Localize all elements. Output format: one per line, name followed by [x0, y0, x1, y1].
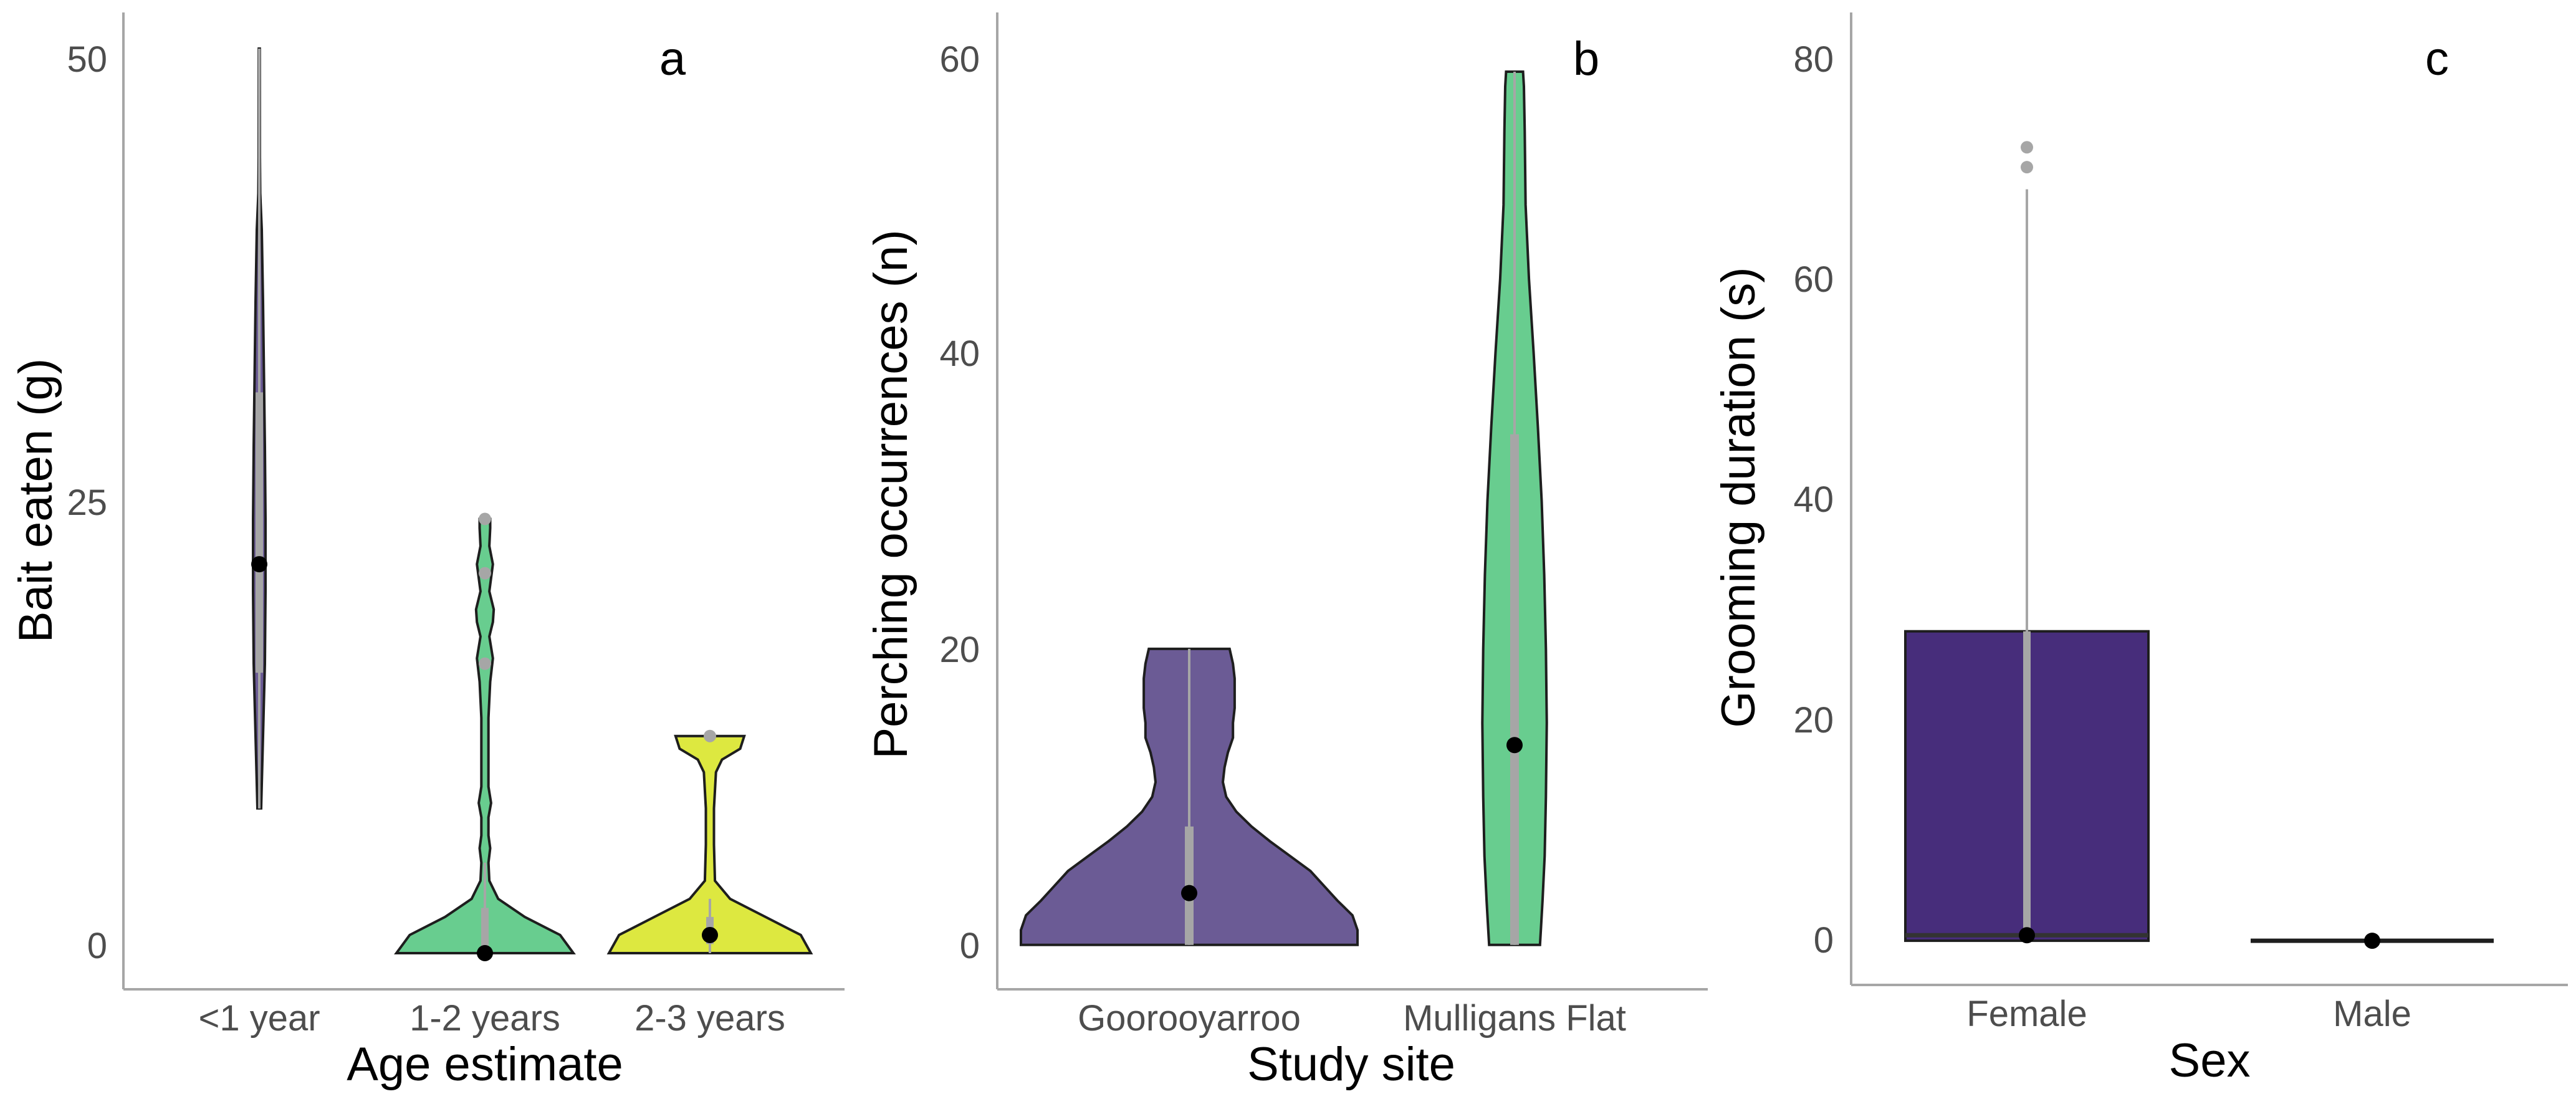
panel-a-x-tick: <1 year — [198, 998, 320, 1039]
panel-b-y-tick: 60 — [939, 39, 980, 80]
box-iqr — [1510, 434, 1519, 945]
panel-c-x-tick: Female — [1966, 994, 2087, 1034]
panel-b: 0 20 40 60 Goorooyarroo Mulligans Flat S… — [864, 12, 1708, 1091]
panel-a: 0 25 50 <1 year 1-2 years 2-3 years Age … — [9, 12, 845, 1091]
panel-b-x-tick: Goorooyarroo — [1078, 998, 1301, 1039]
panel-c-y-tick: 20 — [1793, 700, 1834, 741]
panel-c-x-axis-title: Sex — [2169, 1034, 2251, 1087]
panel-a-x-tick: 1-2 years — [409, 998, 560, 1039]
panel-c-marks — [1904, 141, 2494, 949]
violin-2-3 years — [606, 734, 813, 954]
panel-b-y-tick: 20 — [939, 630, 980, 670]
mean-point — [1506, 737, 1523, 754]
box-iqr — [256, 392, 263, 673]
mean-point — [2019, 927, 2035, 944]
panel-a-y-axis-title: Bait eaten (g) — [9, 358, 62, 643]
panel-a-x-axis-title: Age estimate — [347, 1038, 623, 1091]
panel-a-x-tick: 2-3 years — [634, 998, 785, 1039]
panel-c: 0 20 40 60 80 Female Male Sex Grooming d… — [1712, 12, 2568, 1087]
mean-point — [477, 944, 493, 961]
panel-c-y-tick: 40 — [1793, 479, 1834, 520]
panel-b-y-axis-title: Perching occurrences (n) — [864, 229, 917, 759]
panel-b-y-tick: 40 — [939, 334, 980, 374]
panel-b-x-tick: Mulligans Flat — [1403, 998, 1626, 1039]
outlier-point — [479, 512, 491, 526]
panel-c-x-tick: Male — [2333, 994, 2411, 1034]
panel-c-y-axis-title: Grooming duration (s) — [1712, 267, 1765, 727]
panel-c-label: c — [2425, 32, 2449, 85]
outlier-point — [479, 567, 491, 580]
panel-b-y-tick: 0 — [960, 926, 980, 966]
panel-b-y-axis-title-main: Perching occurrences (n) — [864, 229, 917, 759]
outlier-point — [2021, 161, 2033, 174]
outlier-point — [704, 729, 716, 742]
panel-a-y-tick: 25 — [67, 482, 107, 523]
panel-a-y-tick: 50 — [67, 39, 107, 80]
panel-c-y-tick: 0 — [1814, 920, 1834, 961]
panel-b-marks — [1020, 70, 1548, 946]
panel-c-y-tick: 80 — [1793, 39, 1834, 80]
panel-b-x-axis-title: Study site — [1247, 1038, 1455, 1091]
mean-point — [2364, 933, 2380, 949]
box-iqr — [481, 908, 489, 953]
outlier-point — [479, 657, 491, 670]
mean-point — [1181, 885, 1197, 901]
panel-a-marks — [251, 47, 813, 961]
mean-point — [251, 556, 267, 573]
outlier-point — [2021, 141, 2033, 154]
panel-a-y-tick: 0 — [87, 926, 107, 966]
box-iqr — [2023, 631, 2031, 941]
panel-b-label: b — [1573, 32, 1599, 85]
panel-a-label: a — [659, 32, 686, 85]
mean-point — [702, 926, 718, 943]
panel-c-y-tick: 60 — [1793, 259, 1834, 300]
